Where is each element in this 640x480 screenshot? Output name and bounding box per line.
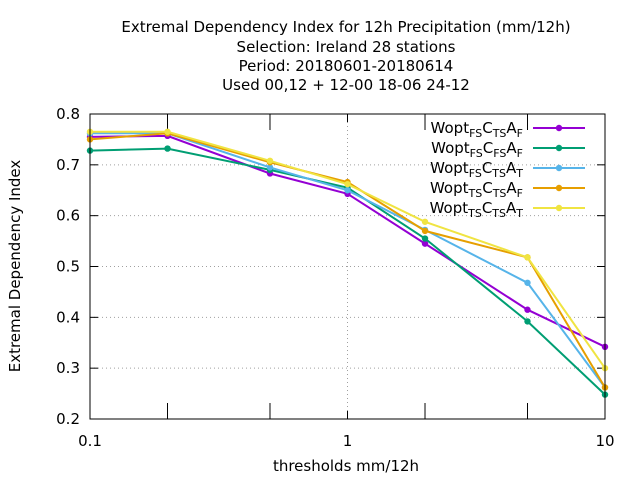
- legend-entry: WoptFSCTSAT: [430, 159, 585, 180]
- data-point: [524, 318, 531, 325]
- data-point: [344, 187, 351, 194]
- y-tick-label: 0.4: [56, 308, 80, 326]
- legend-label: WoptFSCTSAF: [431, 119, 523, 140]
- y-tick-label: 0.8: [56, 105, 80, 123]
- data-point: [524, 306, 531, 313]
- series-1: [86, 132, 609, 351]
- series-line: [89, 134, 606, 348]
- legend-swatch-point: [555, 164, 563, 172]
- data-point: [266, 157, 274, 164]
- y-tick-label: 0.7: [56, 156, 80, 174]
- x-tick-label: 1: [343, 432, 353, 450]
- title-line-4: Used 00,12 + 12-00 18-06 24-12: [222, 76, 470, 94]
- legend-swatch-point: [555, 204, 563, 212]
- data-point: [164, 128, 171, 135]
- title-line-1: Extremal Dependency Index for 12h Precip…: [121, 18, 570, 36]
- grid: [90, 114, 605, 419]
- legend-entry: WoptTSCTSAT: [430, 199, 585, 220]
- x-tick-label: 0.1: [78, 432, 102, 450]
- data-point: [344, 180, 351, 188]
- legend-swatch-point: [555, 144, 563, 152]
- chart-title: Extremal Dependency Index for 12h Precip…: [121, 18, 570, 94]
- x-tick-label: 10: [595, 432, 614, 450]
- y-tick-label: 0.3: [56, 359, 80, 377]
- legend-swatch-point: [555, 184, 563, 192]
- legend: WoptFSCTSAFWoptFSCFSAFWoptFSCTSATWoptTSC…: [430, 119, 585, 220]
- data-point: [164, 145, 171, 152]
- y-tick-label: 0.6: [56, 207, 80, 225]
- legend-label: WoptFSCFSAF: [431, 139, 523, 160]
- y-tick-label: 0.5: [56, 258, 80, 276]
- y-tick-label: 0.2: [56, 410, 80, 428]
- x-axis-title: thresholds mm/12h: [273, 457, 419, 475]
- tick-labels: 0.2 0.3 0.4 0.5 0.6 0.7 0.8 0.1 1 10: [56, 105, 614, 450]
- legend-swatch-point: [555, 124, 563, 132]
- data-point: [524, 279, 531, 286]
- series-group: [86, 128, 609, 398]
- data-point: [421, 240, 429, 247]
- legend-entry: WoptFSCTSAF: [431, 119, 585, 140]
- legend-label: WoptTSCTSAF: [430, 179, 523, 200]
- legend-label: WoptTSCTSAT: [430, 199, 524, 220]
- data-point: [421, 218, 429, 225]
- data-point: [421, 235, 429, 242]
- title-line-2: Selection: Ireland 28 stations: [237, 38, 456, 56]
- title-line-3: Period: 20180601-20180614: [239, 57, 454, 75]
- legend-entry: WoptFSCFSAF: [431, 139, 585, 160]
- plot-frame: [89, 113, 606, 420]
- y-axis-title: Extremal Dependency Index: [6, 160, 24, 373]
- data-point: [524, 254, 531, 261]
- data-point: [266, 164, 274, 171]
- legend-label: WoptFSCTSAT: [430, 159, 523, 180]
- legend-entry: WoptTSCTSAF: [430, 179, 585, 200]
- data-point: [421, 227, 429, 235]
